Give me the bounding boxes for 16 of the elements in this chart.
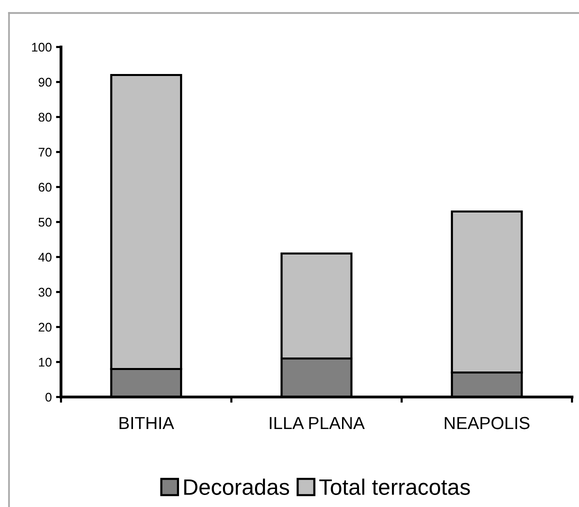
legend-label: Total terracotas	[319, 478, 470, 495]
y-tick-label: 30	[38, 288, 52, 297]
y-tick-label: 40	[38, 252, 52, 262]
y-tick-label: 20	[38, 322, 52, 332]
legend-label: Decoradas	[184, 478, 290, 495]
y-tick-label: 50	[38, 218, 52, 227]
y-tick-label: 90	[38, 78, 52, 87]
y-tick-label: 0	[46, 392, 52, 402]
y-tick-label: 70	[38, 148, 52, 157]
y-tick-label: 80	[38, 112, 52, 122]
x-tick-label: BITHIA	[120, 417, 174, 430]
y-tick-label: 60	[38, 182, 52, 192]
y-tick-label: 100	[32, 42, 52, 52]
x-tick-label: ILLA PLANA	[270, 417, 365, 430]
x-tick-label: NEAPOLIS	[444, 416, 530, 430]
y-tick-label: 10	[39, 358, 52, 367]
